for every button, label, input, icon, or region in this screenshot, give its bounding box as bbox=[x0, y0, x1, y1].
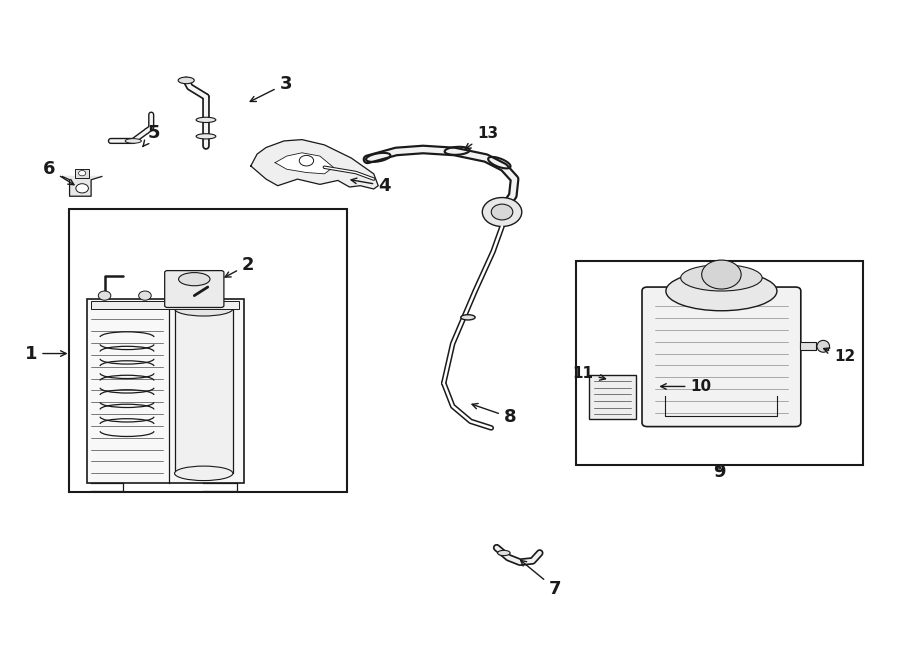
Polygon shape bbox=[62, 176, 102, 196]
Text: 12: 12 bbox=[824, 348, 855, 364]
Ellipse shape bbox=[175, 301, 233, 316]
Text: 3: 3 bbox=[250, 75, 292, 102]
Circle shape bbox=[98, 291, 111, 300]
Text: 6: 6 bbox=[42, 160, 74, 184]
Ellipse shape bbox=[178, 272, 210, 286]
Text: 2: 2 bbox=[225, 256, 255, 277]
Ellipse shape bbox=[680, 264, 762, 291]
Text: 7: 7 bbox=[520, 561, 562, 598]
Text: 13: 13 bbox=[465, 126, 498, 149]
Circle shape bbox=[702, 260, 741, 289]
FancyBboxPatch shape bbox=[86, 299, 244, 483]
Polygon shape bbox=[275, 153, 333, 174]
Circle shape bbox=[300, 155, 313, 166]
Ellipse shape bbox=[498, 551, 510, 556]
Ellipse shape bbox=[175, 466, 233, 481]
Bar bbox=[68, 209, 346, 492]
Circle shape bbox=[211, 291, 223, 300]
Bar bbox=[590, 375, 635, 419]
Bar bbox=[800, 342, 816, 350]
Text: 5: 5 bbox=[143, 124, 160, 147]
Bar bbox=[576, 261, 863, 465]
FancyBboxPatch shape bbox=[165, 270, 224, 307]
Ellipse shape bbox=[461, 315, 475, 320]
Text: 4: 4 bbox=[351, 176, 391, 195]
Circle shape bbox=[139, 291, 151, 300]
Circle shape bbox=[76, 184, 88, 193]
Circle shape bbox=[78, 171, 86, 176]
Text: 9: 9 bbox=[713, 463, 725, 481]
Circle shape bbox=[482, 198, 522, 227]
Text: 11: 11 bbox=[572, 366, 606, 381]
Circle shape bbox=[491, 204, 513, 220]
Ellipse shape bbox=[196, 134, 216, 139]
Ellipse shape bbox=[196, 117, 216, 122]
Ellipse shape bbox=[178, 77, 194, 84]
Bar bbox=[75, 169, 89, 178]
Ellipse shape bbox=[817, 340, 830, 352]
Bar bbox=[175, 309, 233, 473]
Bar bbox=[91, 301, 239, 309]
Text: 1: 1 bbox=[25, 344, 66, 362]
Ellipse shape bbox=[666, 271, 777, 311]
Text: 8: 8 bbox=[472, 403, 517, 426]
FancyBboxPatch shape bbox=[642, 287, 801, 426]
Polygon shape bbox=[251, 139, 378, 189]
Text: 10: 10 bbox=[661, 379, 712, 394]
Ellipse shape bbox=[125, 139, 141, 143]
